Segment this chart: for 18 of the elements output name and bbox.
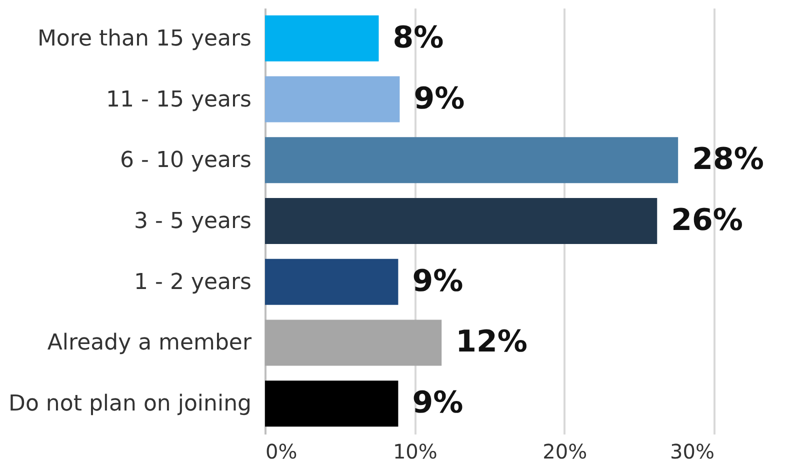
y-tick-label: 3 - 5 years	[134, 209, 252, 234]
x-tick-label: 20%	[542, 440, 588, 464]
y-tick-label: 6 - 10 years	[120, 148, 252, 174]
y-tick-label: 1 - 2 years	[134, 270, 252, 295]
data-label: 9%	[412, 386, 464, 421]
x-tick-label: 30%	[670, 440, 714, 464]
data-label: 9%	[412, 264, 464, 299]
x-tick-label: 10%	[392, 440, 438, 464]
data-label: 8%	[392, 20, 444, 56]
data-label: 26%	[671, 203, 743, 238]
data-label: 12%	[456, 324, 528, 360]
y-tick-label: More than 15 years	[37, 26, 252, 52]
x-tick-label: 0%	[266, 440, 298, 464]
data-label: 9%	[414, 81, 465, 116]
y-tick-label: 11 - 15 years	[106, 87, 252, 112]
y-tick-label: Do not plan on joining	[8, 392, 252, 417]
y-tick-label: Already a member	[47, 330, 252, 356]
data-label: 28%	[692, 142, 764, 178]
